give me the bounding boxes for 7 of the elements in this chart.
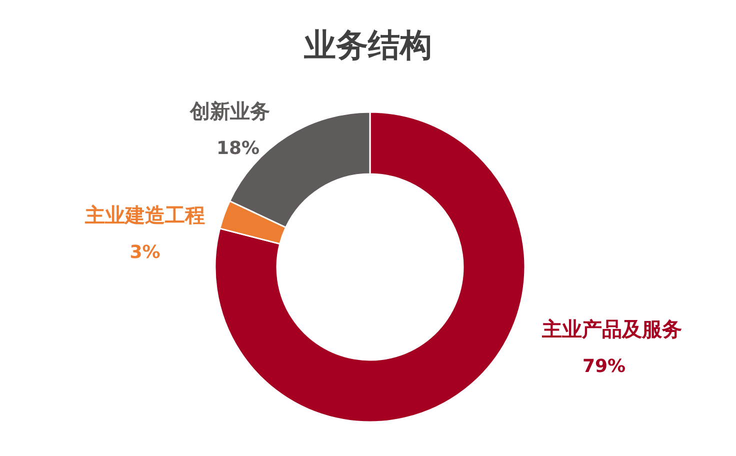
slice-label: 主业产品及服务 (541, 317, 682, 341)
data-label: 18% (216, 138, 260, 159)
slice-label: 创新业务 (189, 99, 270, 123)
data-label: 79% (582, 356, 626, 377)
data-label: 3% (130, 242, 160, 263)
chart-title: 业务结构 (303, 26, 432, 64)
slice-label: 主业建造工程 (84, 203, 205, 227)
